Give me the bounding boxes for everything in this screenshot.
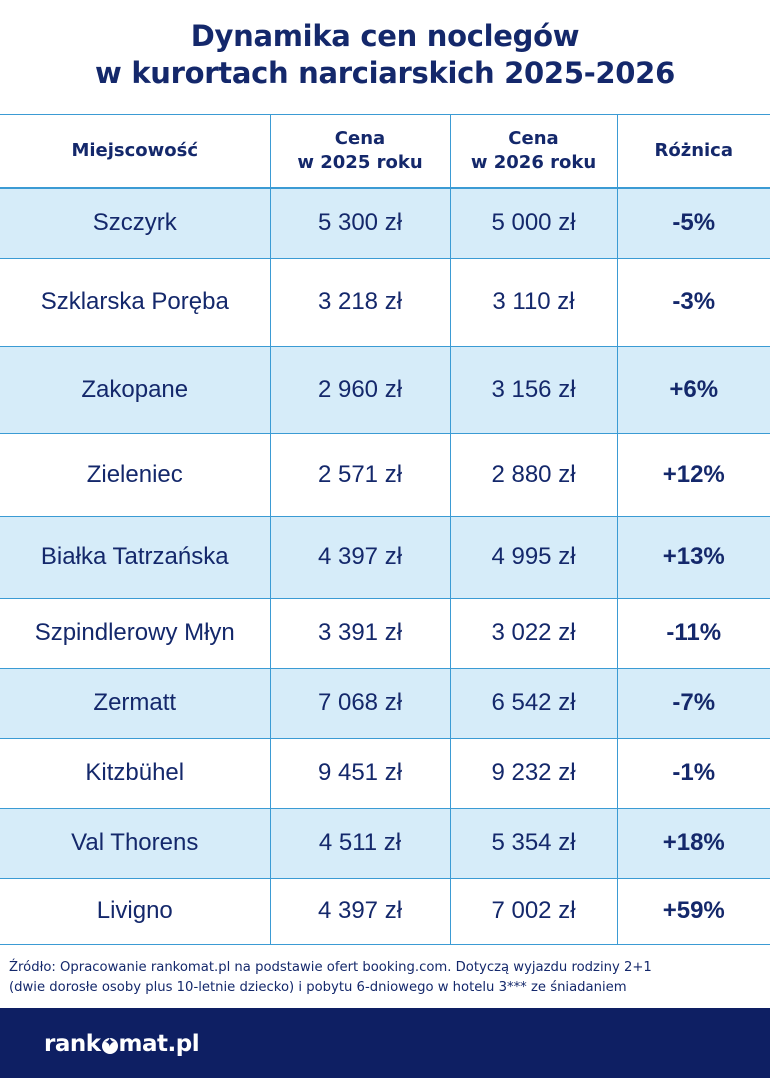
cell-diff: +6% [616,346,770,434]
source-note: Źródło: Opracowanie rankomat.pl na podst… [9,958,761,998]
cell-diff: -7% [616,668,770,739]
table-row: Val Thorens 4 511 zł 5 354 zł +18% [0,808,770,879]
table-row: Białka Tatrzańska 4 397 zł 4 995 zł +13% [0,516,770,599]
cell-place: Szczyrk [0,188,270,259]
cell-place: Szpindlerowy Młyn [0,598,270,669]
cell-price-2025: 7 068 zł [269,668,450,739]
table-row: Szczyrk 5 300 zł 5 000 zł -5% [0,188,770,259]
source-line-2: (dwie dorosłe osoby plus 10-letnie dziec… [9,980,627,995]
title-line-2: w kurortach narciarskich 2025-2026 [95,56,675,90]
table-row: Szpindlerowy Młyn 3 391 zł 3 022 zł -11% [0,598,770,669]
table-row: Kitzbühel 9 451 zł 9 232 zł -1% [0,738,770,809]
header-place-label: Miejscowość [71,140,199,161]
header-price-2025-line1: Cena [334,128,386,149]
rankomat-logo: rank mat.pl [44,1028,200,1060]
cell-price-2025: 4 397 zł [269,516,450,599]
table-row: Zermatt 7 068 zł 6 542 zł -7% [0,668,770,739]
table-row: Szklarska Poręba 3 218 zł 3 110 zł -3% [0,258,770,347]
cell-price-2025: 2 571 zł [269,433,450,517]
cell-price-2025: 3 391 zł [269,598,450,669]
table-header-row: Miejscowość Cena w 2025 roku Cena w 2026… [0,114,770,189]
cell-price-2026: 7 002 zł [449,878,617,945]
cell-price-2025: 5 300 zł [269,188,450,259]
cell-diff: +12% [616,433,770,517]
cell-price-2026: 3 022 zł [449,598,617,669]
header-place: Miejscowość [0,114,270,189]
title-line-1: Dynamika cen noclegów [190,19,580,53]
cell-price-2025: 2 960 zł [269,346,450,434]
page-title: Dynamika cen noclegów w kurortach narcia… [0,18,770,92]
cell-price-2026: 3 110 zł [449,258,617,347]
cell-place: Val Thorens [0,808,270,879]
cell-price-2026: 3 156 zł [449,346,617,434]
header-price-2025-line2: w 2025 roku [297,152,423,173]
table-row: Livigno 4 397 zł 7 002 zł +59% [0,878,770,945]
cell-diff: +13% [616,516,770,599]
header-price-2026: Cena w 2026 roku [449,114,617,189]
table-row: Zakopane 2 960 zł 3 156 zł +6% [0,346,770,434]
cell-diff: -3% [616,258,770,347]
cell-diff: +59% [616,878,770,945]
cell-diff: -5% [616,188,770,259]
cell-price-2025: 3 218 zł [269,258,450,347]
price-table: Miejscowość Cena w 2025 roku Cena w 2026… [0,114,770,945]
cell-price-2025: 9 451 zł [269,738,450,809]
star-circle-icon [101,1035,118,1054]
cell-diff: +18% [616,808,770,879]
header-price-2025: Cena w 2025 roku [269,114,450,189]
cell-place: Kitzbühel [0,738,270,809]
source-line-1: Źródło: Opracowanie rankomat.pl na podst… [9,960,652,975]
footer-bar: rank mat.pl [0,1008,770,1078]
cell-place: Livigno [0,878,270,945]
cell-diff: -11% [616,598,770,669]
header-price-2026-line1: Cena [508,128,559,149]
cell-price-2026: 9 232 zł [449,738,617,809]
logo-text-right: mat.pl [118,1031,200,1057]
cell-place: Szklarska Poręba [0,258,270,347]
header-diff-label: Różnica [654,140,733,161]
table-row: Zieleniec 2 571 zł 2 880 zł +12% [0,433,770,517]
cell-place: Zermatt [0,668,270,739]
cell-price-2026: 5 000 zł [449,188,617,259]
cell-place: Zieleniec [0,433,270,517]
cell-price-2025: 4 397 zł [269,878,450,945]
header-diff: Różnica [616,114,770,189]
cell-price-2026: 4 995 zł [449,516,617,599]
header-price-2026-line2: w 2026 roku [470,152,597,173]
cell-price-2026: 5 354 zł [449,808,617,879]
cell-place: Białka Tatrzańska [0,516,270,599]
cell-price-2026: 2 880 zł [449,433,617,517]
cell-place: Zakopane [0,346,270,434]
cell-diff: -1% [616,738,770,809]
cell-price-2025: 4 511 zł [269,808,450,879]
cell-price-2026: 6 542 zł [449,668,617,739]
logo-text-left: rank [44,1031,101,1057]
